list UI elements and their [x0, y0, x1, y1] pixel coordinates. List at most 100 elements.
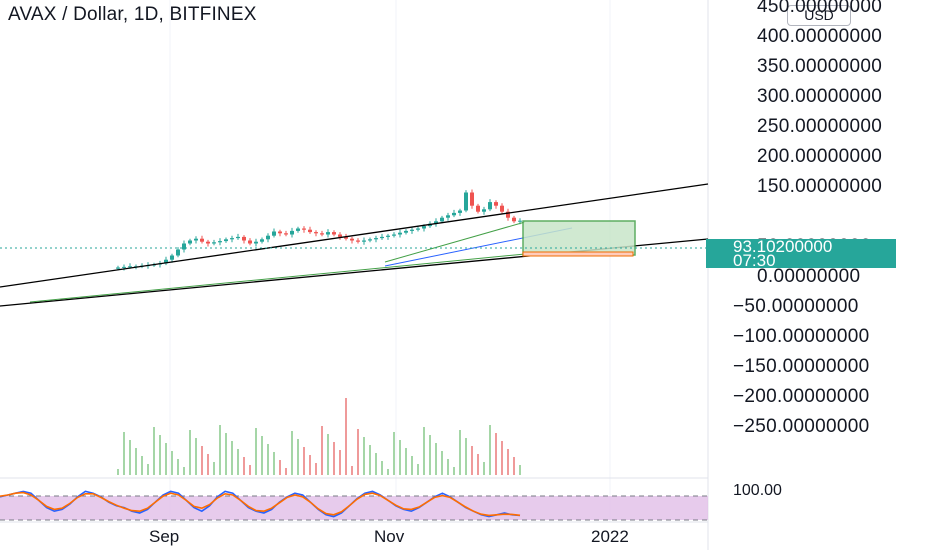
candle-body	[206, 241, 210, 244]
price-axis-label: 350.00000000	[757, 55, 883, 77]
volume-bar	[141, 456, 143, 475]
volume-bar	[207, 454, 209, 475]
volume-bar	[375, 453, 377, 475]
candle-body	[452, 212, 456, 216]
volume-bar	[501, 441, 503, 475]
candle-body	[338, 234, 342, 237]
candle-body	[326, 232, 330, 235]
stop-zone[interactable]	[522, 251, 634, 257]
candle-body	[254, 241, 258, 244]
countdown-timer: 07:30	[733, 251, 776, 270]
candle-body	[446, 215, 450, 218]
candle-body	[236, 236, 240, 239]
volume-bar	[507, 449, 509, 475]
candle-body	[482, 209, 486, 212]
volume-bar	[177, 459, 179, 475]
candle-body	[512, 217, 516, 222]
candle-body	[284, 233, 288, 235]
price-axis-label: 150.00000000	[757, 175, 883, 197]
oscillator-level-label: 100.00	[733, 482, 782, 499]
target-zone[interactable]	[522, 220, 636, 256]
candle-body	[176, 249, 180, 256]
volume-bar	[333, 442, 335, 475]
candle-body	[248, 240, 252, 244]
candle-body	[260, 239, 264, 242]
volume-bar	[117, 469, 119, 475]
volume-bar	[351, 466, 353, 475]
volume-bar	[399, 440, 401, 475]
volume-bar	[405, 448, 407, 475]
chart-title: AVAX / Dollar, 1D, BITFINEX	[8, 4, 257, 25]
candle-body	[464, 192, 468, 211]
candle-body	[356, 240, 360, 242]
volume-bar	[255, 428, 257, 475]
candle-body	[320, 233, 324, 235]
volume-bar	[249, 465, 251, 475]
price-axis-label: 450.00000000	[757, 0, 883, 17]
volume-bar	[423, 427, 425, 475]
candle-body	[212, 242, 216, 244]
volume-bar	[159, 435, 161, 475]
volume-bar	[495, 433, 497, 475]
volume-bar	[519, 465, 521, 475]
last-price-value: 93.10200000	[733, 237, 833, 256]
volume-bar	[135, 448, 137, 475]
candle-body	[302, 228, 306, 230]
price-axis-label: 200.00000000	[757, 145, 883, 167]
volume-bar	[285, 468, 287, 475]
volume-bar	[183, 467, 185, 475]
volume-bar	[513, 457, 515, 475]
volume-bar	[363, 437, 365, 475]
time-label-nov: Nov	[374, 527, 405, 546]
volume-bar	[417, 464, 419, 475]
volume-bar	[429, 435, 431, 475]
candle-body	[344, 236, 348, 239]
upper-trendline[interactable]	[0, 183, 709, 288]
candle-body	[188, 240, 192, 244]
volume-bar	[171, 451, 173, 475]
candle-body	[266, 235, 270, 240]
candle-body	[296, 228, 300, 231]
volume-bar	[165, 443, 167, 475]
candle-body	[518, 220, 522, 222]
volume-bar	[273, 452, 275, 475]
volume-bar	[321, 426, 323, 475]
volume-bar	[357, 429, 359, 475]
last-price-tag: 93.10200000 07:30	[706, 237, 896, 270]
volume-bar	[201, 446, 203, 475]
volume-bar	[411, 456, 413, 475]
volume-bar	[393, 432, 395, 475]
green-channel-upper[interactable]	[384, 221, 526, 263]
candle-body	[200, 238, 204, 242]
price-axis-label: 400.00000000	[757, 25, 883, 47]
green-channel-line[interactable]	[29, 253, 526, 303]
price-axis-label: −150.00000000	[733, 355, 870, 377]
candle-body	[422, 226, 426, 229]
candle-body	[386, 235, 390, 237]
candle-body	[458, 210, 462, 213]
volume-bar	[219, 425, 221, 475]
currency-button[interactable]: USD	[787, 5, 851, 26]
volume-bar	[243, 457, 245, 475]
volume-bar	[261, 436, 263, 475]
volume-bar	[267, 444, 269, 475]
volume-bar	[303, 447, 305, 475]
volume-bar	[189, 430, 191, 475]
volume-bar	[465, 438, 467, 475]
candle-body	[392, 234, 396, 236]
candle-body	[218, 241, 222, 243]
candle-body	[314, 232, 318, 234]
candle-body	[350, 238, 354, 241]
volume-bar	[345, 398, 347, 475]
volume-bar	[195, 438, 197, 475]
volume-bar	[231, 441, 233, 475]
volume-bar	[213, 462, 215, 475]
volume-bar	[291, 431, 293, 475]
volume-bars	[117, 398, 521, 475]
stochastic-d-line	[0, 491, 521, 517]
volume-bar	[297, 439, 299, 475]
candle-body	[164, 259, 168, 264]
volume-bar	[309, 455, 311, 475]
